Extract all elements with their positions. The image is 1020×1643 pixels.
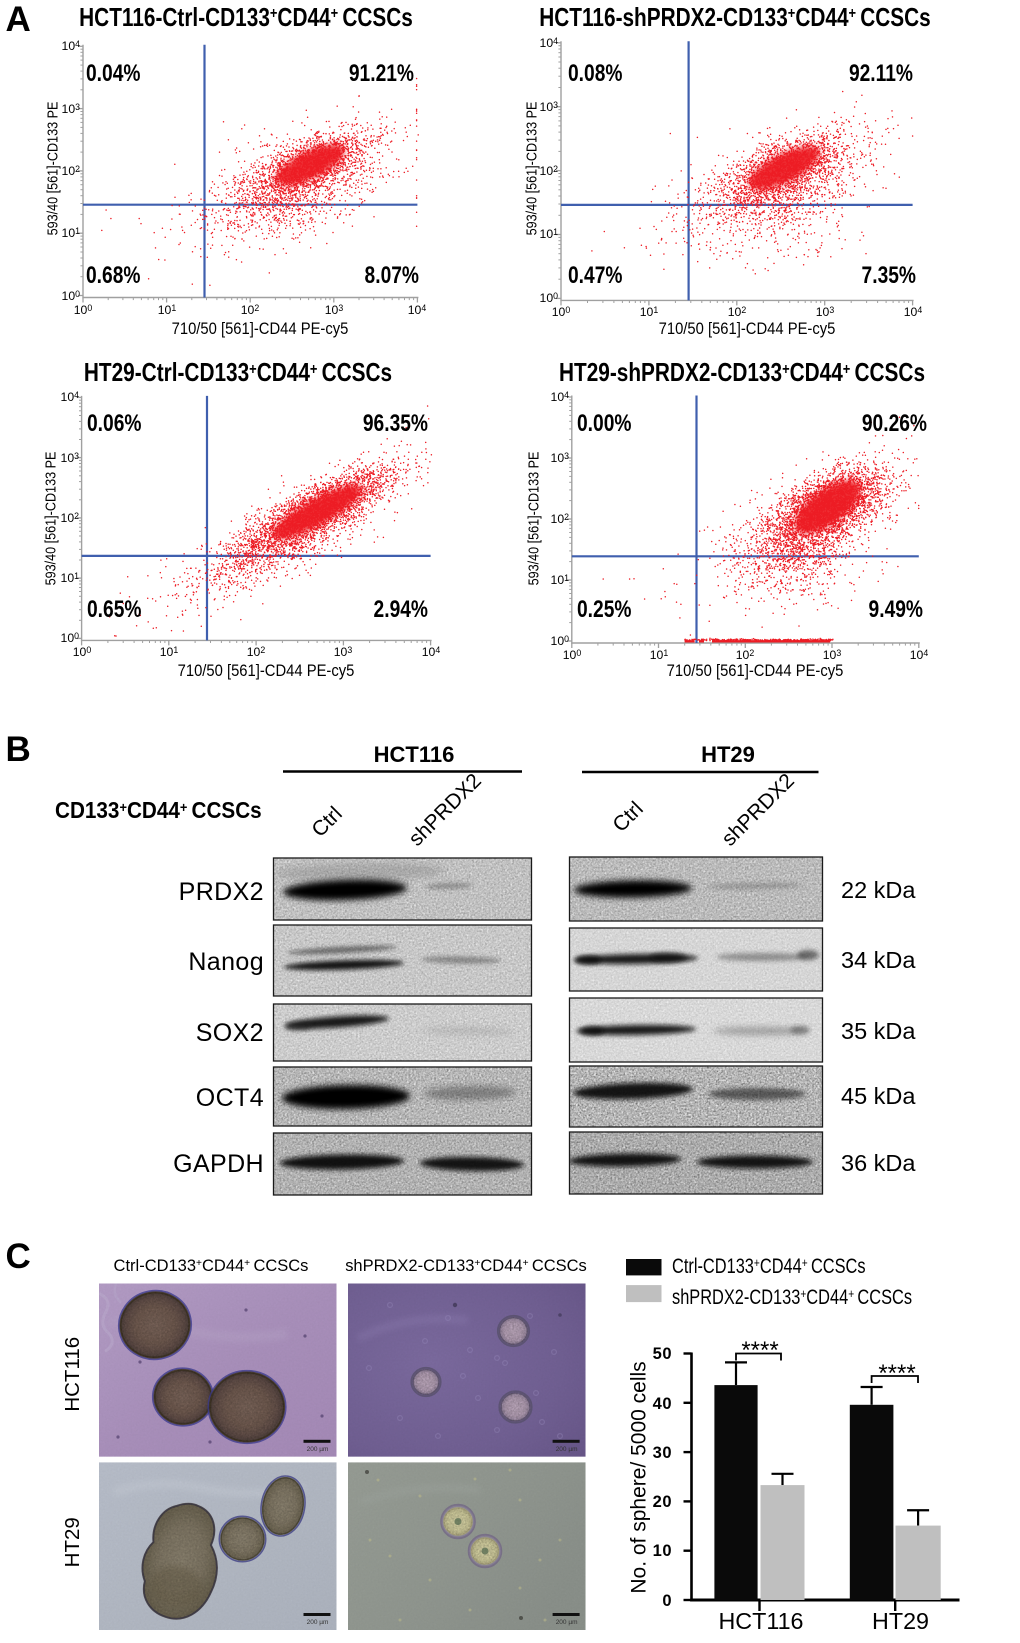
svg-text:200 µm: 200 µm	[556, 1619, 578, 1626]
svg-text:200 µm: 200 µm	[307, 1446, 329, 1453]
svg-text:200 µm: 200 µm	[556, 1446, 578, 1453]
svg-text:200 µm: 200 µm	[307, 1619, 329, 1626]
